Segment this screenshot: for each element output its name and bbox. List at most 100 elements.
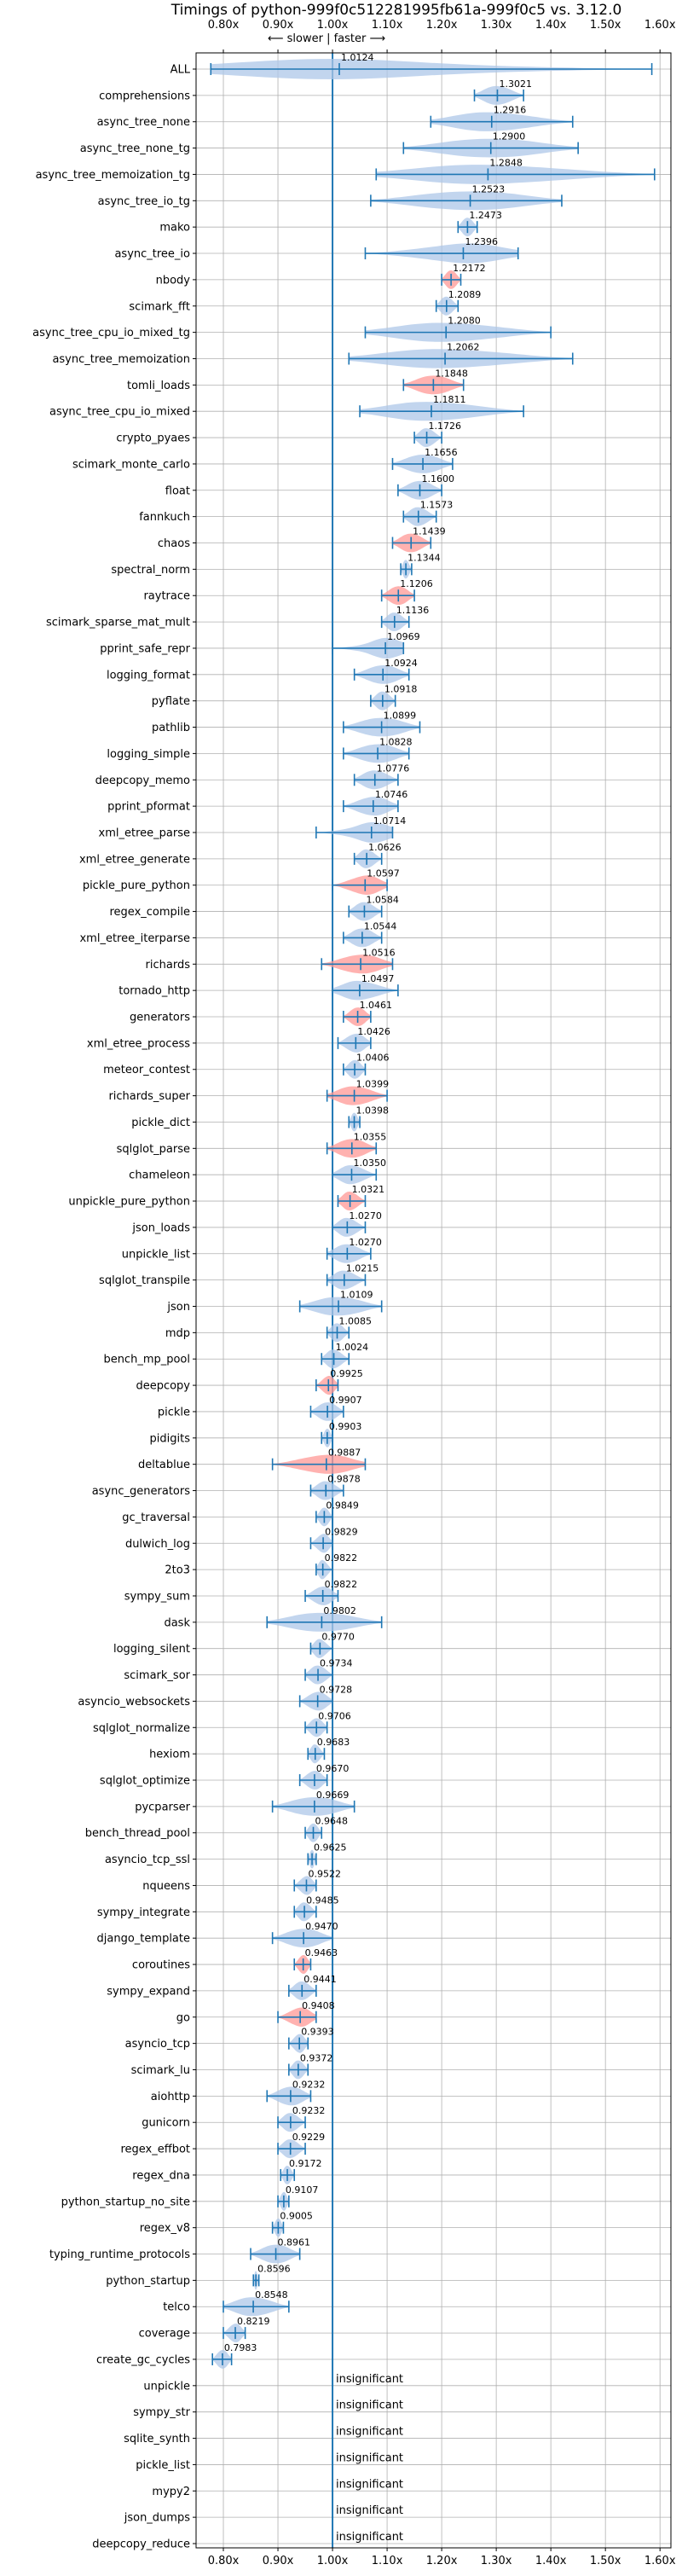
value-label: 1.0270 xyxy=(349,1210,382,1221)
value-label: 1.2916 xyxy=(494,105,527,116)
x-tick-label: 1.00x xyxy=(317,19,349,32)
value-label: 0.9463 xyxy=(305,1947,338,1958)
category-label: crypto_pyaes xyxy=(116,432,190,445)
insignificant-label: insignificant xyxy=(336,2399,403,2412)
value-label: 1.0124 xyxy=(341,52,374,63)
value-label: 0.9683 xyxy=(317,1737,350,1748)
category-label: sympy_str xyxy=(133,2406,190,2419)
value-label: 1.0461 xyxy=(360,1000,393,1011)
grid-layer xyxy=(193,49,671,2551)
x-tick-label: 1.50x xyxy=(590,19,621,32)
category-label: mdp xyxy=(165,1327,190,1340)
value-label: 1.0085 xyxy=(338,1315,372,1326)
value-label: 1.1136 xyxy=(396,605,430,616)
category-label: async_tree_memoization_tg xyxy=(36,169,190,182)
value-label: 0.8961 xyxy=(278,2237,311,2248)
category-label: nqueens xyxy=(142,1880,190,1893)
category-label: sympy_expand xyxy=(107,1985,190,1998)
value-label: 0.9485 xyxy=(306,1894,339,1906)
value-label: 0.9470 xyxy=(305,1921,338,1932)
value-label: 0.9522 xyxy=(308,1868,341,1879)
category-label: async_tree_io_tg xyxy=(98,195,190,208)
category-label: chaos xyxy=(158,537,190,550)
category-label: pickle_list xyxy=(136,2459,190,2472)
category-label: ALL xyxy=(170,64,191,77)
category-label: regex_v8 xyxy=(140,2222,190,2235)
value-label: 0.9232 xyxy=(292,2079,326,2090)
category-label: pickle_dict xyxy=(131,1117,190,1129)
value-label: 1.2172 xyxy=(453,263,486,274)
insignificant-label: insignificant xyxy=(336,2531,403,2544)
value-label: 1.0350 xyxy=(353,1157,386,1169)
x-tick-label: 1.20x xyxy=(426,19,458,32)
x-tick-label: 1.60x xyxy=(644,19,676,32)
value-label: 0.9669 xyxy=(316,1790,350,1801)
value-label: 1.2089 xyxy=(448,289,482,300)
category-label: coroutines xyxy=(132,1959,190,1972)
category-label: typing_runtime_protocols xyxy=(49,2248,190,2261)
value-label: 0.9670 xyxy=(316,1763,350,1774)
category-label: pycparser xyxy=(135,1801,190,1813)
x-tick-label: 1.50x xyxy=(590,2555,621,2567)
value-label: 1.0899 xyxy=(384,711,417,722)
value-label: 1.1439 xyxy=(413,526,445,537)
chart-title: Timings of python-999f0c512281995fb61a-9… xyxy=(170,2,622,19)
category-label: pyflate xyxy=(152,695,190,708)
category-label: logging_silent xyxy=(113,1643,190,1656)
value-label: 0.9441 xyxy=(303,1974,337,1985)
plot-frame xyxy=(195,52,672,2549)
insignificant-label: insignificant xyxy=(336,2426,403,2439)
value-label: 0.9822 xyxy=(325,1579,358,1590)
category-label: sqlglot_parse xyxy=(117,1143,190,1156)
value-label: 1.0355 xyxy=(354,1131,387,1142)
category-label: pprint_safe_repr xyxy=(100,642,190,655)
category-label: pathlib xyxy=(152,722,190,734)
category-label: sqlglot_normalize xyxy=(93,1722,190,1735)
category-label: generators xyxy=(130,1012,190,1024)
value-label: 0.9172 xyxy=(289,2158,322,2169)
category-label: async_generators xyxy=(92,1485,191,1498)
category-label: scimark_fft xyxy=(129,300,190,313)
value-label: 0.9734 xyxy=(320,1658,353,1669)
x-tick-label: 0.90x xyxy=(263,2555,294,2567)
category-label: telco xyxy=(163,2301,190,2314)
category-label: chameleon xyxy=(129,1169,190,1182)
value-label: 1.2523 xyxy=(472,183,506,194)
category-label: bench_thread_pool xyxy=(85,1827,190,1840)
x-tick-label: 0.80x xyxy=(208,19,240,32)
value-label: 1.0406 xyxy=(356,1053,390,1064)
category-label: asyncio_tcp xyxy=(125,2038,190,2051)
value-label: 1.0544 xyxy=(364,920,397,931)
category-label: spectral_norm xyxy=(111,564,190,577)
category-label: async_tree_none xyxy=(97,116,190,129)
category-label: async_tree_io xyxy=(114,248,190,261)
value-label: 1.0597 xyxy=(367,868,400,879)
category-label: unpickle_pure_python xyxy=(68,1196,190,1209)
category-label: regex_dna xyxy=(132,2169,190,2182)
category-label: richards xyxy=(146,959,191,972)
value-label: 1.0516 xyxy=(362,947,396,958)
category-label: dulwich_log xyxy=(125,1538,190,1551)
category-label: asyncio_tcp_ssl xyxy=(105,1854,190,1866)
x-tick-label: 0.80x xyxy=(208,2555,240,2567)
category-label: python_startup_no_site xyxy=(61,2196,190,2208)
category-label: async_tree_memoization xyxy=(52,353,190,366)
value-label: 1.1344 xyxy=(407,552,441,563)
value-label: 1.3021 xyxy=(499,78,532,90)
category-label: xml_etree_generate xyxy=(79,853,190,866)
value-label: 1.0924 xyxy=(384,658,418,669)
category-label: create_gc_cycles xyxy=(96,2353,190,2366)
value-label: 1.0714 xyxy=(373,815,407,827)
category-label: sqlite_synth xyxy=(124,2433,190,2445)
value-label: 0.9849 xyxy=(326,1500,359,1511)
category-label: json_dumps xyxy=(124,2512,190,2525)
value-label: 1.0109 xyxy=(340,1290,373,1301)
value-label: 0.9706 xyxy=(318,1710,351,1721)
category-label: xml_etree_process xyxy=(87,1037,190,1050)
value-label: 1.0776 xyxy=(377,763,410,774)
x-tick-label: 1.30x xyxy=(481,2555,512,2567)
value-label: 0.9907 xyxy=(329,1395,362,1406)
value-label: 0.9648 xyxy=(315,1816,349,1827)
value-label: 0.9878 xyxy=(327,1474,361,1485)
